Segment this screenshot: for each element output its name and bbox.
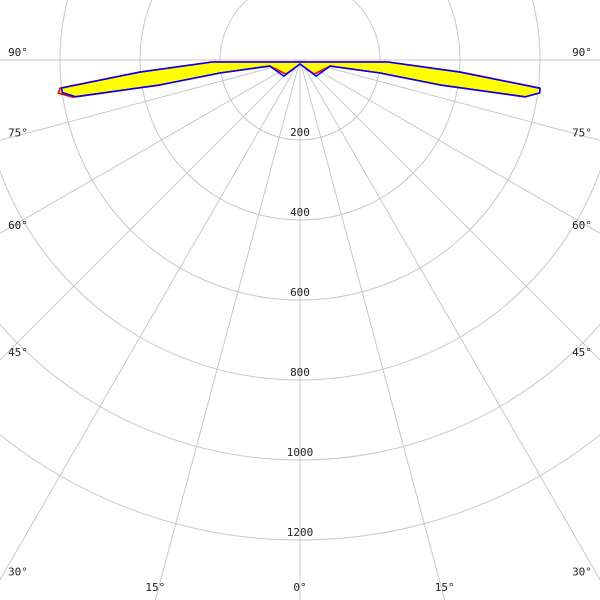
grid-line — [0, 59, 301, 141]
grid-circle — [139, 0, 461, 221]
angle-tick-label: 60° — [572, 219, 592, 232]
angle-tick-label: 90° — [572, 46, 592, 59]
angle-tick-label: 75° — [8, 126, 28, 139]
angle-tick-label: 45° — [8, 346, 28, 359]
grid-line — [299, 59, 600, 580]
grid-line — [0, 59, 301, 361]
r-tick-label: 1000 — [287, 446, 314, 459]
angle-tick-label: 45° — [572, 346, 592, 359]
labels: 90° 75° 60° 45° 30° 15° 0° 15° 30° 45° 60° 75° 90° 20… — [8, 46, 592, 594]
grid-line — [299, 59, 446, 600]
grid-line — [299, 59, 600, 141]
angle-tick-label: 15° — [145, 581, 165, 594]
grid-circle — [59, 0, 541, 301]
grid-line — [154, 59, 301, 600]
r-tick-label: 800 — [290, 366, 310, 379]
grid-line — [0, 59, 301, 580]
grid-circle — [0, 323, 600, 461]
grid-circle — [0, 433, 600, 541]
r-tick-label: 400 — [290, 206, 310, 219]
angle-tick-label: 0° — [293, 581, 306, 594]
curves — [57, 61, 541, 98]
grid-line — [0, 59, 301, 234]
grid-circle — [219, 0, 381, 141]
r-tick-label: 200 — [290, 126, 310, 139]
angle-tick-label: 60° — [8, 219, 28, 232]
intensity-curve — [60, 61, 541, 98]
grid-line — [299, 59, 600, 361]
angle-tick-label: 30° — [8, 566, 28, 579]
angle-tick-label: 90° — [8, 46, 28, 59]
r-tick-label: 1200 — [287, 526, 314, 539]
grid-circle — [0, 169, 600, 381]
angle-tick-label: 75° — [572, 126, 592, 139]
grid-line — [299, 59, 600, 234]
angle-tick-label: 30° — [572, 566, 592, 579]
r-tick-label: 600 — [290, 286, 310, 299]
angle-tick-label: 15° — [435, 581, 455, 594]
